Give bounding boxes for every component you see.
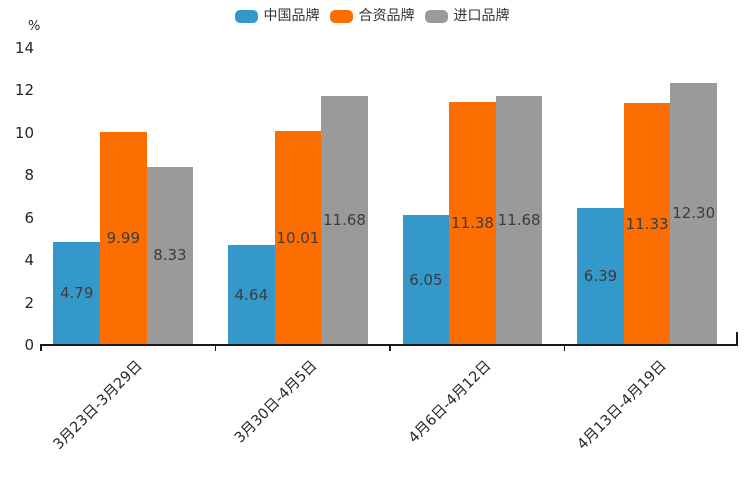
bar-value-label: 11.38 <box>451 214 494 233</box>
x-axis-end-tick <box>736 332 738 344</box>
bar-value-label: 10.01 <box>276 228 320 247</box>
x-category-label: 3月30日-4月5日 <box>231 357 321 447</box>
legend-item-imported-brands[interactable]: 进口品牌 <box>424 8 510 25</box>
bar: 11.68 <box>495 95 543 344</box>
bar: 6.39 <box>577 208 624 344</box>
bar: 4.64 <box>228 245 275 344</box>
x-axis-tick <box>389 346 391 351</box>
x-category-label: 4月13日-4月19日 <box>574 357 670 454</box>
bar: 11.38 <box>449 102 496 344</box>
bar: 4.79 <box>53 242 100 344</box>
legend-label: 中国品牌 <box>263 8 320 24</box>
legend-item-joint-venture-brands[interactable]: 合资品牌 <box>329 8 415 25</box>
x-axis-line <box>40 344 738 346</box>
bar: 6.05 <box>402 215 450 344</box>
legend-label: 合资品牌 <box>358 8 415 24</box>
y-tick-label: 14 <box>14 38 34 57</box>
x-axis-tick <box>214 346 217 351</box>
legend-swatch-icon <box>329 10 353 23</box>
x-axis-tick <box>40 346 42 351</box>
y-tick-label: 12 <box>14 81 34 99</box>
legend-item-china-brands[interactable]: 中国品牌 <box>234 8 320 25</box>
y-tick-label: 6 <box>24 208 34 227</box>
bar-value-label: 11.68 <box>323 210 366 229</box>
x-category-label: 4月6日-4月12日 <box>405 357 495 447</box>
y-tick-label: 4 <box>24 251 34 269</box>
y-tick-label: 0 <box>24 336 34 354</box>
legend-label: 进口品牌 <box>453 8 510 24</box>
x-category-label: 3月23日-3月29日 <box>50 357 146 454</box>
bar-value-label: 8.33 <box>153 246 187 265</box>
bar: 10.01 <box>274 131 322 344</box>
bar-value-label: 9.99 <box>106 228 140 247</box>
bar-value-label: 11.68 <box>497 210 541 229</box>
bar: 9.99 <box>100 131 147 344</box>
bar: 12.30 <box>670 82 717 344</box>
y-axis-unit-label: % <box>28 19 41 34</box>
bar-value-label: 11.33 <box>625 214 669 233</box>
bar: 8.33 <box>146 166 194 344</box>
chart-legend: 中国品牌 合资品牌 进口品牌 <box>0 8 744 25</box>
bar-value-label: 4.64 <box>234 285 268 304</box>
bar-value-label: 12.30 <box>672 204 716 223</box>
bar: 11.33 <box>623 103 671 344</box>
y-tick-label: 2 <box>24 293 34 312</box>
x-axis-tick <box>563 346 566 351</box>
bar-value-label: 6.39 <box>583 267 618 286</box>
bar-value-label: 6.05 <box>409 270 443 289</box>
y-tick-label: 8 <box>24 166 34 184</box>
legend-swatch-icon <box>424 10 448 23</box>
legend-swatch-icon <box>234 10 258 23</box>
bar: 11.68 <box>321 95 368 344</box>
y-tick-label: 10 <box>14 123 34 142</box>
bar-value-label: 4.79 <box>59 284 94 303</box>
